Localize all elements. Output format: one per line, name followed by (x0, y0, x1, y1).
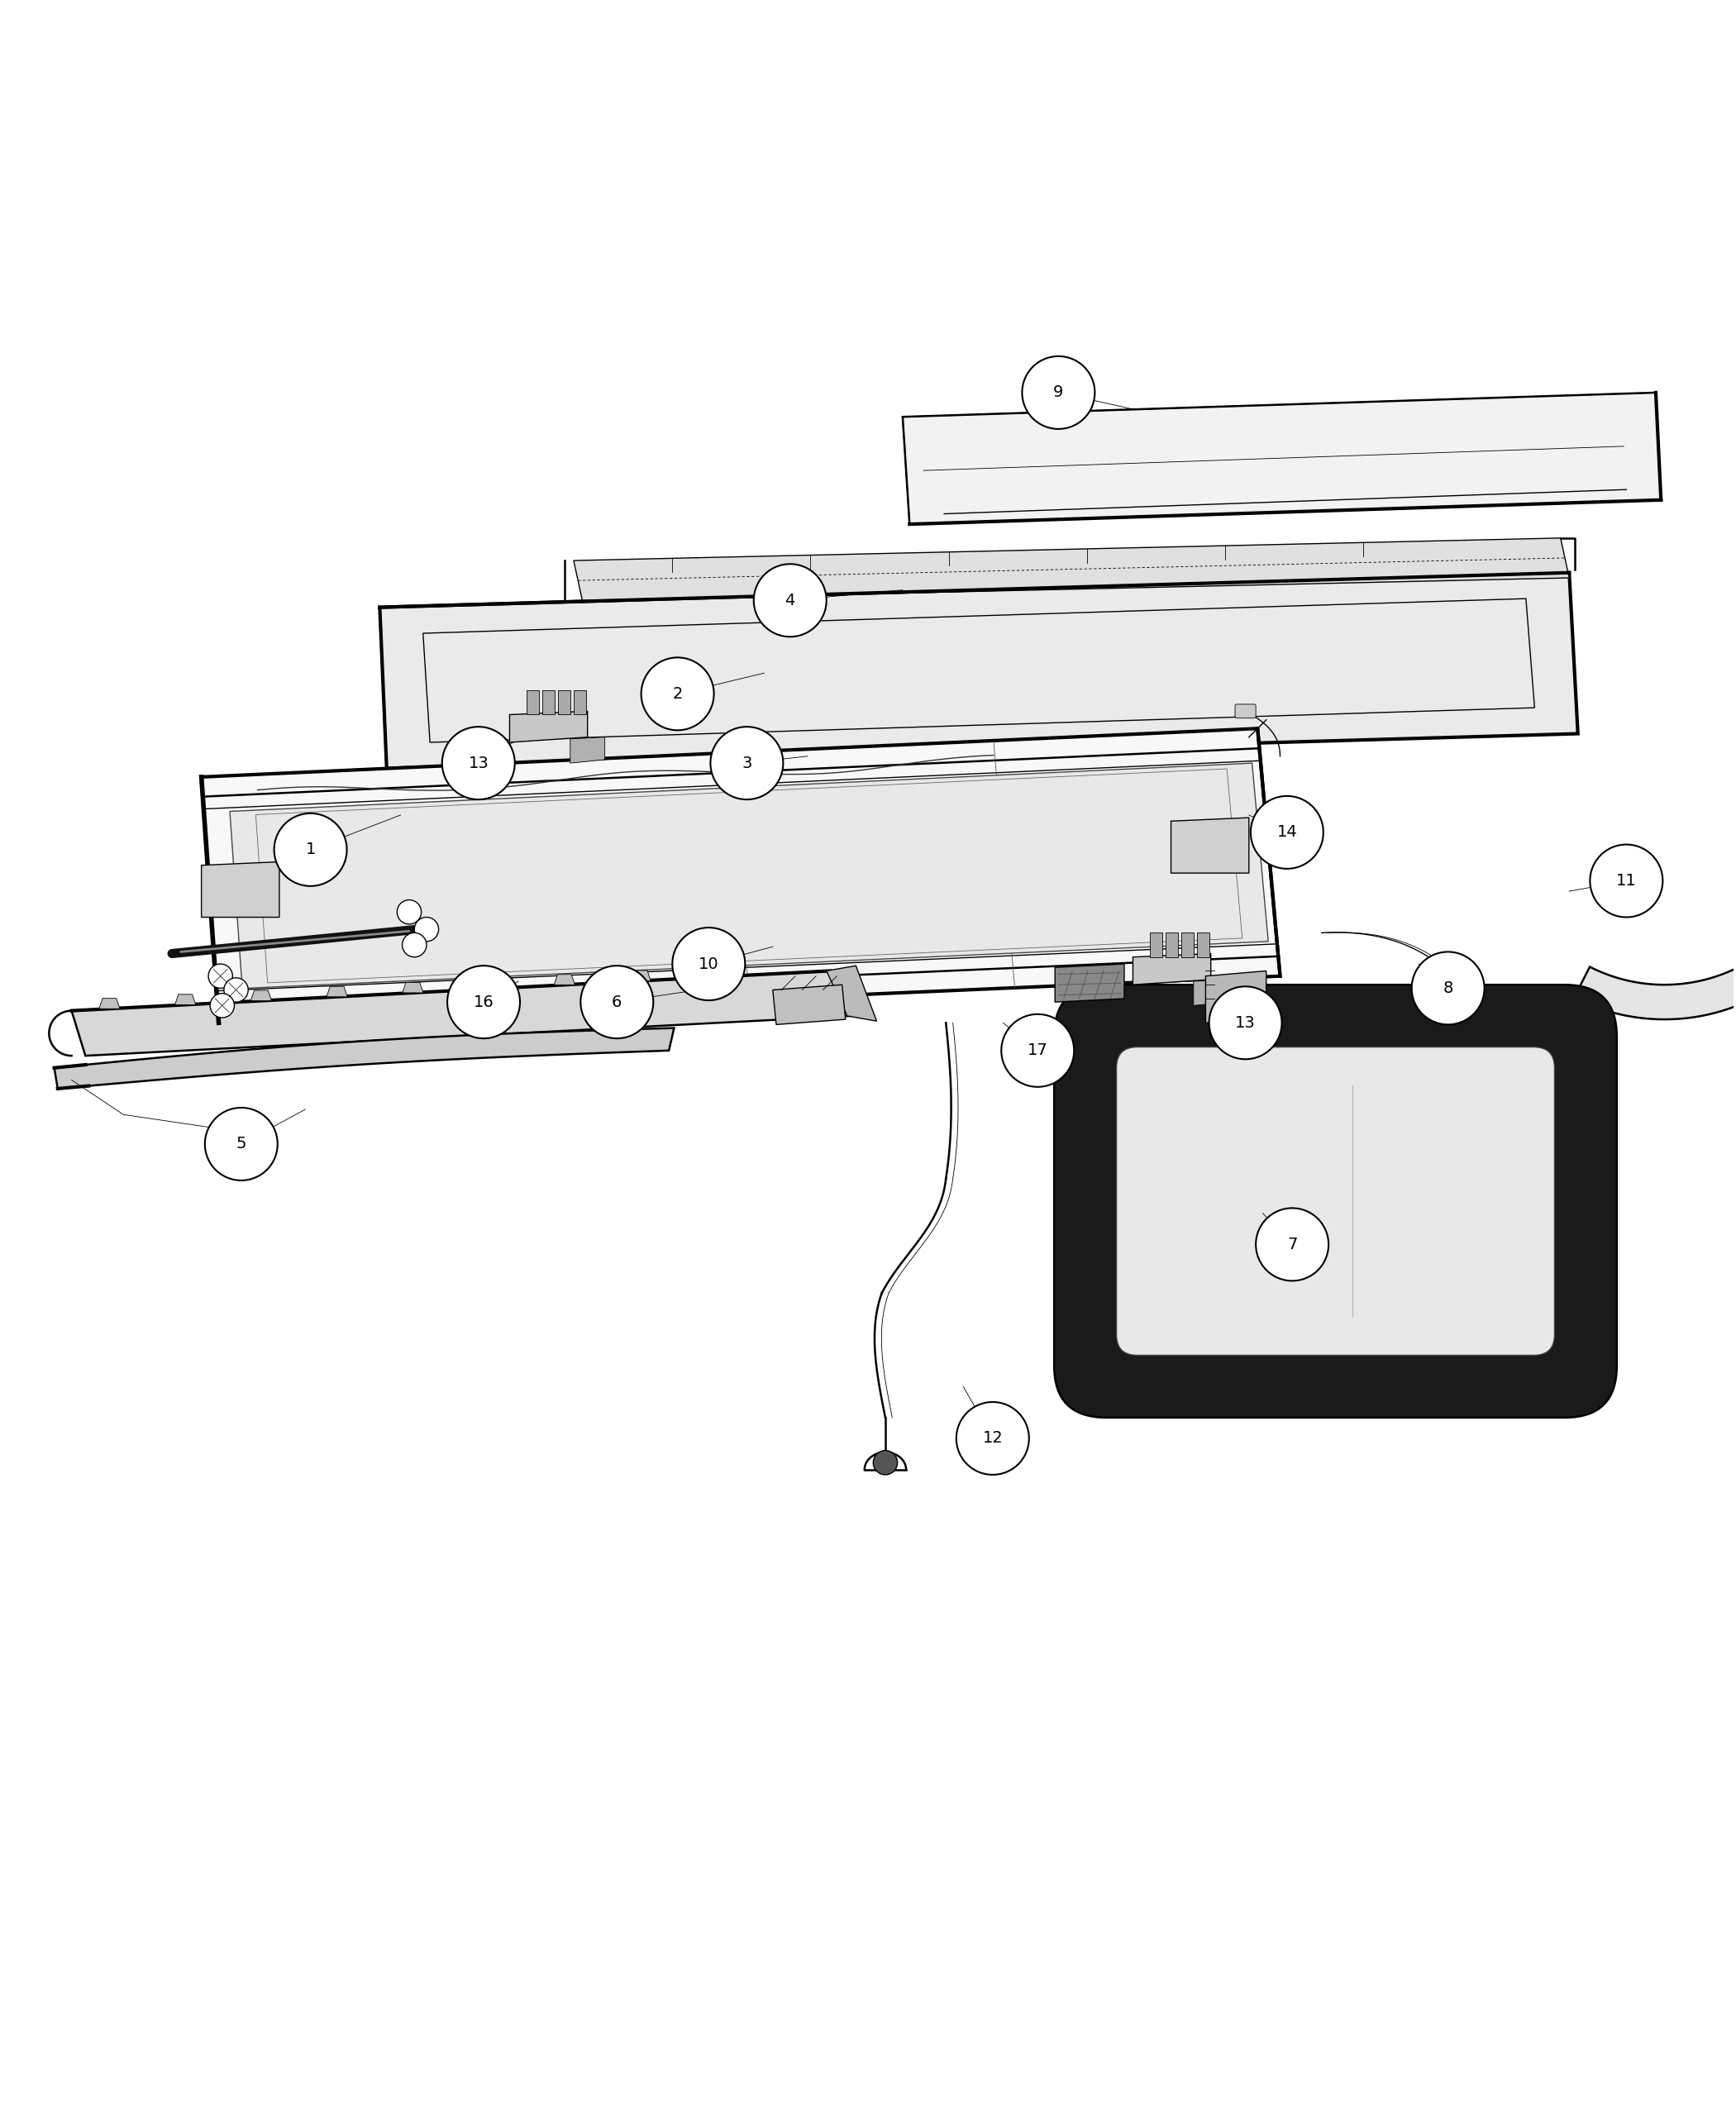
Polygon shape (54, 1029, 674, 1088)
Circle shape (1208, 987, 1281, 1058)
Polygon shape (1575, 788, 1736, 1020)
Polygon shape (1134, 953, 1210, 984)
Polygon shape (250, 991, 271, 1001)
Circle shape (224, 978, 248, 1001)
Polygon shape (630, 970, 651, 980)
Text: 10: 10 (698, 957, 719, 972)
Polygon shape (1182, 934, 1194, 957)
Circle shape (1432, 1001, 1453, 1022)
FancyBboxPatch shape (1054, 984, 1616, 1417)
Text: 4: 4 (785, 592, 795, 609)
Polygon shape (1172, 818, 1248, 873)
Circle shape (1250, 797, 1323, 868)
Polygon shape (554, 974, 575, 984)
Polygon shape (201, 862, 279, 917)
Circle shape (208, 963, 233, 989)
Text: 11: 11 (1616, 873, 1637, 890)
Polygon shape (1194, 980, 1227, 1006)
Polygon shape (71, 972, 851, 1056)
Circle shape (398, 900, 422, 923)
Circle shape (443, 727, 516, 799)
Circle shape (710, 727, 783, 799)
Text: 16: 16 (474, 995, 493, 1010)
Circle shape (1411, 953, 1484, 1024)
Circle shape (403, 934, 427, 957)
Circle shape (641, 658, 713, 729)
Circle shape (1255, 1208, 1328, 1282)
Circle shape (415, 917, 439, 942)
Polygon shape (826, 965, 877, 1020)
FancyBboxPatch shape (1234, 704, 1255, 719)
Text: 2: 2 (672, 685, 682, 702)
Circle shape (205, 1107, 278, 1180)
Polygon shape (528, 691, 540, 715)
Text: 17: 17 (1028, 1043, 1049, 1058)
Circle shape (448, 965, 521, 1039)
Text: 14: 14 (1276, 824, 1297, 841)
Circle shape (210, 993, 234, 1018)
Polygon shape (573, 538, 1569, 601)
Circle shape (580, 965, 653, 1039)
Circle shape (1023, 356, 1095, 428)
Polygon shape (201, 729, 1279, 1022)
Circle shape (957, 1402, 1029, 1476)
Text: 7: 7 (1286, 1237, 1297, 1252)
Polygon shape (1205, 972, 1266, 1022)
Polygon shape (569, 738, 604, 763)
Polygon shape (229, 763, 1269, 989)
Polygon shape (1167, 934, 1179, 957)
Polygon shape (326, 987, 347, 997)
Polygon shape (510, 710, 587, 742)
Polygon shape (99, 999, 120, 1010)
Polygon shape (477, 978, 498, 989)
Circle shape (873, 1450, 898, 1476)
Polygon shape (773, 984, 845, 1024)
Polygon shape (1055, 963, 1125, 1001)
Circle shape (753, 565, 826, 637)
FancyBboxPatch shape (1116, 1048, 1554, 1355)
Circle shape (1002, 1014, 1075, 1088)
Polygon shape (1196, 934, 1208, 957)
Polygon shape (1151, 934, 1163, 957)
Text: 9: 9 (1054, 386, 1064, 401)
Polygon shape (403, 982, 424, 993)
Text: 6: 6 (611, 995, 621, 1010)
Text: 12: 12 (983, 1431, 1003, 1446)
Circle shape (1590, 845, 1663, 917)
Polygon shape (175, 995, 196, 1006)
Text: 5: 5 (236, 1136, 247, 1151)
Text: 1: 1 (306, 841, 316, 858)
Circle shape (672, 928, 745, 1001)
Polygon shape (542, 691, 554, 715)
Text: 3: 3 (741, 755, 752, 772)
Polygon shape (903, 392, 1661, 525)
Circle shape (274, 814, 347, 885)
Text: 13: 13 (1236, 1014, 1255, 1031)
Text: 8: 8 (1443, 980, 1453, 997)
Polygon shape (573, 691, 585, 715)
Polygon shape (557, 691, 569, 715)
Text: 13: 13 (469, 755, 488, 772)
Polygon shape (380, 573, 1578, 767)
Polygon shape (707, 965, 727, 976)
